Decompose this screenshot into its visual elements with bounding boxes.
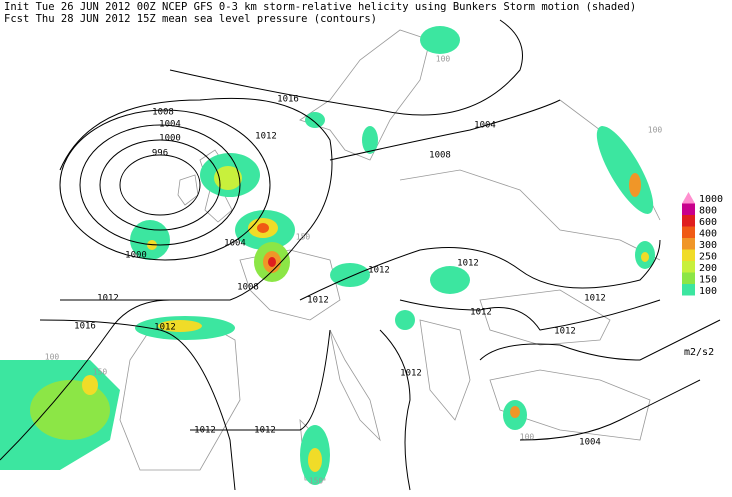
contour-label: 1008 [237, 283, 259, 293]
legend-label: 400 [699, 228, 717, 239]
shade-label: 150 [296, 233, 311, 242]
header-line: Init Tue 26 JUN 2012 00Z NCEP GFS 0-3 km… [4, 1, 636, 13]
contour-label: 1008 [152, 108, 174, 118]
shade-label: 100 [45, 353, 60, 362]
contour-label: 1004 [159, 120, 181, 130]
contour-label: 1000 [125, 251, 147, 261]
pressure-contours [0, 19, 721, 491]
helicity-shading [0, 26, 655, 485]
contour-label: 1012 [255, 132, 277, 142]
legend-swatch [682, 203, 695, 215]
contour-label: 1012 [368, 266, 390, 276]
legend-label: 300 [699, 240, 717, 251]
legend-unit: m2/s2 [684, 347, 714, 358]
shade-label: 100 [648, 126, 663, 135]
contour-label: 1012 [584, 294, 606, 304]
contour-label: 1012 [154, 323, 176, 333]
shade-label: 100 [520, 433, 535, 442]
contour-label: 1012 [457, 259, 479, 269]
contour-label: 1012 [254, 426, 276, 436]
contour-label: 1008 [429, 151, 451, 161]
contour-label: 1000 [159, 134, 181, 144]
contour-label: 1012 [400, 369, 422, 379]
contour-label: 1012 [97, 294, 119, 304]
legend-label: 1000 [699, 194, 723, 205]
shade-label: 100 [436, 55, 451, 64]
legend-label: 600 [699, 217, 717, 228]
legend-swatch [682, 284, 695, 296]
legend-label: 200 [699, 263, 717, 274]
contour-label: 1012 [554, 327, 576, 337]
legend-swatch [682, 192, 695, 204]
legend-swatch [682, 215, 695, 227]
contour-label: 996 [152, 149, 168, 159]
contour-label: 1016 [277, 95, 299, 105]
legend-label: 150 [699, 274, 717, 285]
shade-label: 150 [93, 368, 108, 377]
header-line: Fcst Thu 28 JUN 2012 15Z mean sea level … [4, 13, 377, 25]
contour-labels: 1016 1004 1008 1004 1000 996 1012 1008 1… [74, 95, 606, 448]
legend-swatch [682, 261, 695, 273]
shade-label: 150 [309, 477, 324, 486]
legend-label: 250 [699, 251, 717, 262]
contour-label: 1004 [474, 121, 496, 131]
contour-label: 1012 [307, 296, 329, 306]
legend-label: 100 [699, 286, 717, 297]
contour-label: 1004 [579, 438, 601, 448]
legend-swatch [682, 249, 695, 261]
contour-label: 1004 [224, 239, 246, 249]
legend-swatch [682, 272, 695, 284]
legend-swatch [682, 226, 695, 238]
contour-label: 1012 [470, 308, 492, 318]
contour-label: 1012 [194, 426, 216, 436]
shade-labels: 150 100 100 100 150 100 150 [45, 55, 663, 486]
contour-label: 1016 [74, 322, 96, 332]
legend-swatch [682, 238, 695, 250]
legend-label: 800 [699, 205, 717, 216]
